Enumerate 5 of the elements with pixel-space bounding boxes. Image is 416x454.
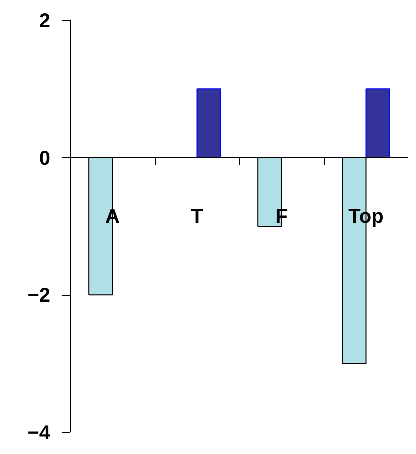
y-tick-label: −2 bbox=[28, 285, 51, 308]
y-tick-label: 0 bbox=[39, 148, 50, 170]
x-tick-label: T bbox=[191, 206, 204, 228]
y-tick-label: 2 bbox=[39, 10, 50, 32]
y-tick-label: −4 bbox=[28, 422, 52, 444]
